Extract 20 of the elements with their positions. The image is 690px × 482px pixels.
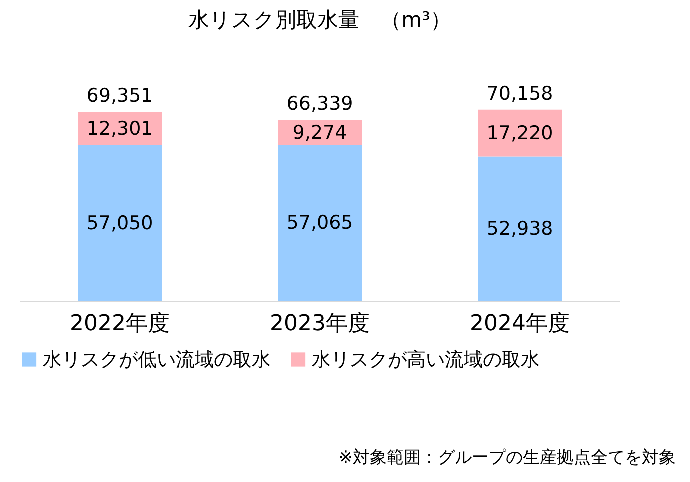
data-label: 57,065 xyxy=(286,212,354,234)
legend-label: 水リスクが低い流域の取水 xyxy=(43,348,271,371)
legend-label: 水リスクが高い流域の取水 xyxy=(312,348,540,371)
data-label: 9,274 xyxy=(292,122,348,144)
data-label: 52,938 xyxy=(486,218,554,240)
x-tick-label: 2024年度 xyxy=(470,312,570,336)
total-label: 69,351 xyxy=(86,85,154,108)
total-label: 66,339 xyxy=(286,93,354,116)
chart-title: 水リスク別取水量 （m³） xyxy=(188,8,452,32)
x-tick-label: 2022年度 xyxy=(70,312,170,336)
data-label: 57,050 xyxy=(86,212,154,234)
bar xyxy=(278,146,362,301)
bar xyxy=(478,110,562,157)
bar xyxy=(478,156,562,301)
bar xyxy=(78,146,162,301)
x-tick-label: 2023年度 xyxy=(270,312,370,336)
text: ※対象範囲：グループの生産拠点全てを対象 xyxy=(338,447,676,469)
total-label: 70,158 xyxy=(486,82,554,105)
data-label: 17,220 xyxy=(486,122,554,144)
data-label: 12,301 xyxy=(86,118,154,140)
